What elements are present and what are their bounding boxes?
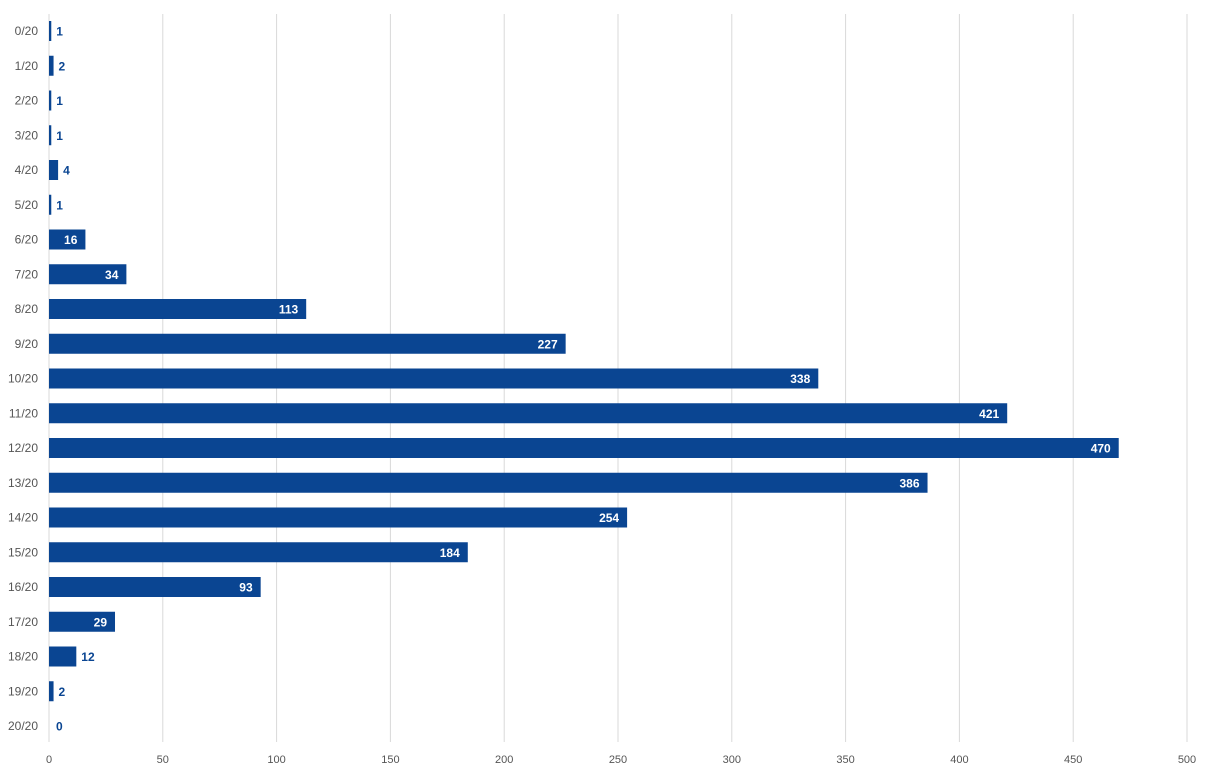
category-label: 11/20 bbox=[9, 406, 38, 420]
bars bbox=[49, 21, 1119, 702]
bar bbox=[49, 472, 928, 493]
x-axis-tick-labels: 0 50 100 150 200 250 300 350 400 450 500 bbox=[46, 754, 1196, 766]
category-label: 14/20 bbox=[8, 511, 38, 525]
bar bbox=[49, 21, 52, 41]
data-label: 93 bbox=[239, 581, 253, 595]
x-tick-label: 100 bbox=[267, 754, 285, 766]
data-label: 0 bbox=[56, 720, 63, 734]
data-label: 1 bbox=[56, 94, 63, 108]
bar bbox=[49, 264, 127, 285]
bar bbox=[49, 194, 52, 215]
bar bbox=[49, 646, 77, 667]
data-label: 421 bbox=[979, 407, 999, 421]
data-label: 254 bbox=[599, 511, 619, 525]
category-label: 20/20 bbox=[8, 719, 38, 733]
category-label: 5/20 bbox=[15, 198, 39, 212]
category-label: 4/20 bbox=[15, 163, 39, 177]
category-label: 16/20 bbox=[8, 580, 38, 594]
bar bbox=[49, 299, 307, 319]
x-tick-label: 450 bbox=[1064, 754, 1082, 766]
category-label: 2/20 bbox=[15, 94, 39, 108]
data-label: 29 bbox=[94, 615, 108, 629]
bar bbox=[49, 55, 54, 76]
data-label: 470 bbox=[1091, 442, 1111, 456]
bar bbox=[49, 403, 1008, 424]
x-tick-label: 50 bbox=[157, 754, 169, 766]
data-label: 386 bbox=[900, 476, 920, 490]
data-label: 16 bbox=[64, 233, 78, 247]
category-label: 8/20 bbox=[15, 302, 39, 316]
x-tick-label: 250 bbox=[609, 754, 627, 766]
bar bbox=[49, 681, 54, 702]
bar bbox=[49, 229, 86, 250]
data-label: 113 bbox=[279, 303, 299, 317]
x-tick-label: 300 bbox=[723, 754, 741, 766]
bar bbox=[49, 577, 261, 597]
bar bbox=[49, 333, 566, 354]
data-label: 1 bbox=[56, 129, 63, 143]
data-label: 2 bbox=[59, 685, 66, 699]
bar bbox=[49, 611, 116, 632]
bar bbox=[49, 160, 59, 180]
category-label: 10/20 bbox=[8, 372, 38, 386]
data-label: 338 bbox=[790, 372, 810, 386]
category-label: 1/20 bbox=[15, 59, 39, 73]
category-labels: 0/20 1/20 2/20 3/20 4/20 5/20 6/20 7/20 8/20 9/20… bbox=[8, 24, 38, 733]
category-label: 6/20 bbox=[15, 233, 39, 247]
bar bbox=[49, 368, 819, 389]
category-label: 17/20 bbox=[8, 615, 38, 629]
category-label: 13/20 bbox=[8, 476, 38, 490]
data-label: 227 bbox=[538, 337, 558, 351]
bar bbox=[49, 507, 628, 528]
bar bbox=[49, 438, 1119, 458]
category-label: 19/20 bbox=[8, 684, 38, 698]
category-label: 12/20 bbox=[8, 441, 38, 455]
data-label: 184 bbox=[440, 546, 460, 560]
data-label: 1 bbox=[56, 198, 63, 212]
data-labels: 1211411634113227338421470386254184932912… bbox=[56, 25, 1111, 734]
x-tick-label: 350 bbox=[836, 754, 854, 766]
x-tick-label: 0 bbox=[46, 754, 52, 766]
data-label: 4 bbox=[63, 164, 70, 178]
category-label: 9/20 bbox=[15, 337, 39, 351]
bar bbox=[49, 90, 52, 111]
data-label: 34 bbox=[105, 268, 119, 282]
data-label: 2 bbox=[59, 59, 66, 73]
bar bbox=[49, 542, 468, 563]
x-tick-label: 200 bbox=[495, 754, 513, 766]
category-label: 0/20 bbox=[15, 24, 39, 38]
data-label: 1 bbox=[56, 25, 63, 39]
category-label: 3/20 bbox=[15, 128, 39, 142]
x-tick-label: 500 bbox=[1178, 754, 1196, 766]
bar bbox=[49, 125, 52, 146]
x-tick-label: 150 bbox=[381, 754, 399, 766]
data-label: 12 bbox=[81, 650, 95, 664]
category-label: 7/20 bbox=[15, 267, 39, 281]
x-tick-label: 400 bbox=[950, 754, 968, 766]
category-label: 18/20 bbox=[8, 650, 38, 664]
category-label: 15/20 bbox=[8, 545, 38, 559]
